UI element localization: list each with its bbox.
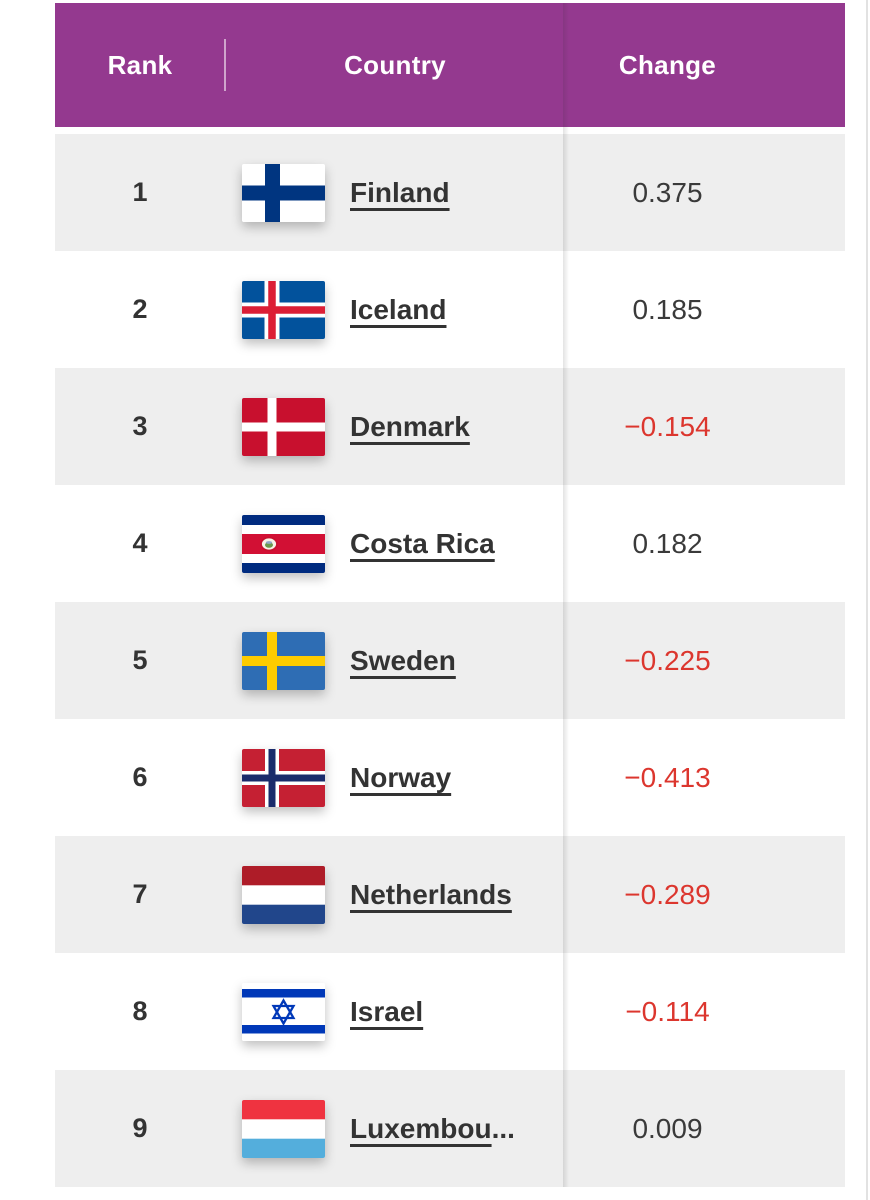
- table-row: 3 Denmark −0.154: [55, 368, 845, 485]
- rank-value: 4: [132, 528, 148, 558]
- israel-flag-icon: [242, 982, 325, 1041]
- country-cell: Netherlands: [225, 865, 565, 924]
- rank-value: 6: [132, 762, 148, 792]
- country-cell: Norway: [225, 748, 565, 807]
- header-column-divider: [224, 39, 226, 91]
- country-link[interactable]: Denmark: [350, 411, 470, 443]
- country-link[interactable]: Netherlands: [350, 879, 512, 911]
- table-row: 6 Norway −0.413: [55, 719, 845, 836]
- table-header: Rank Country Change: [55, 3, 845, 127]
- country-link[interactable]: Costa Rica: [350, 528, 495, 560]
- country-name: Netherlands: [350, 878, 512, 910]
- change-value: −0.154: [624, 410, 711, 442]
- change-value: 0.182: [632, 527, 703, 559]
- denmark-flag-icon: [242, 397, 325, 456]
- column-header-change: Change: [618, 49, 717, 80]
- change-value: −0.413: [624, 761, 711, 793]
- country-cell: Sweden: [225, 631, 565, 690]
- change-value: 0.009: [632, 1112, 703, 1144]
- column-header-rank: Rank: [107, 49, 173, 80]
- country-name: Sweden: [350, 644, 456, 676]
- rank-value: 9: [132, 1113, 148, 1143]
- rank-value: 1: [132, 177, 148, 207]
- change-value: −0.225: [624, 644, 711, 676]
- country-cell: Finland: [225, 163, 565, 222]
- country-cell: Costa Rica: [225, 514, 565, 573]
- table-row: 8 Israel −0.114: [55, 953, 845, 1070]
- country-cell: Israel: [225, 982, 565, 1041]
- rank-value: 2: [132, 294, 148, 324]
- change-value: −0.289: [624, 878, 711, 910]
- table-row: 2 Iceland 0.185: [55, 251, 845, 368]
- costa-rica-flag-icon: [242, 514, 325, 573]
- rank-value: 5: [132, 645, 148, 675]
- luxembourg-flag-icon: [242, 1099, 325, 1158]
- rank-value: 7: [132, 879, 148, 909]
- country-name: Finland: [350, 176, 450, 208]
- iceland-flag-icon: [242, 280, 325, 339]
- country-link[interactable]: Luxembou...: [350, 1113, 515, 1145]
- change-value: −0.114: [625, 995, 710, 1027]
- country-cell: Denmark: [225, 397, 565, 456]
- table-row: 9 Luxembou... 0.009: [55, 1070, 845, 1187]
- finland-flag-icon: [242, 163, 325, 222]
- country-cell: Luxembou...: [225, 1099, 565, 1158]
- change-value: 0.185: [632, 293, 703, 325]
- country-link[interactable]: Norway: [350, 762, 451, 794]
- table-body: 1 Finland 0.375 2: [55, 134, 845, 1187]
- change-value: 0.375: [632, 176, 703, 208]
- country-name: Costa Rica: [350, 527, 495, 559]
- table-row: 1 Finland 0.375: [55, 134, 845, 251]
- column-header-country: Country: [344, 49, 446, 80]
- country-ranking-table: Rank Country Change 1 Finland: [55, 3, 845, 1187]
- netherlands-flag-icon: [242, 865, 325, 924]
- norway-flag-icon: [242, 748, 325, 807]
- rank-value: 3: [132, 411, 148, 441]
- country-link[interactable]: Finland: [350, 177, 450, 209]
- country-link[interactable]: Iceland: [350, 294, 446, 326]
- truncation-ellipsis: ...: [491, 1112, 515, 1144]
- table-row: 7 Netherlands −0.289: [55, 836, 845, 953]
- table-row: 5 Sweden −0.225: [55, 602, 845, 719]
- country-name: Denmark: [350, 410, 470, 442]
- country-name: Iceland: [350, 293, 447, 325]
- country-name: Israel: [350, 995, 424, 1027]
- rank-value: 8: [132, 996, 148, 1026]
- country-name: Luxembou: [350, 1112, 492, 1144]
- country-link[interactable]: Sweden: [350, 645, 456, 677]
- country-name: Norway: [350, 761, 452, 793]
- page-right-edge: [866, 0, 868, 1200]
- table-row: 4 Costa Rica: [55, 485, 845, 602]
- country-link[interactable]: Israel: [350, 996, 423, 1028]
- sweden-flag-icon: [242, 631, 325, 690]
- country-cell: Iceland: [225, 280, 565, 339]
